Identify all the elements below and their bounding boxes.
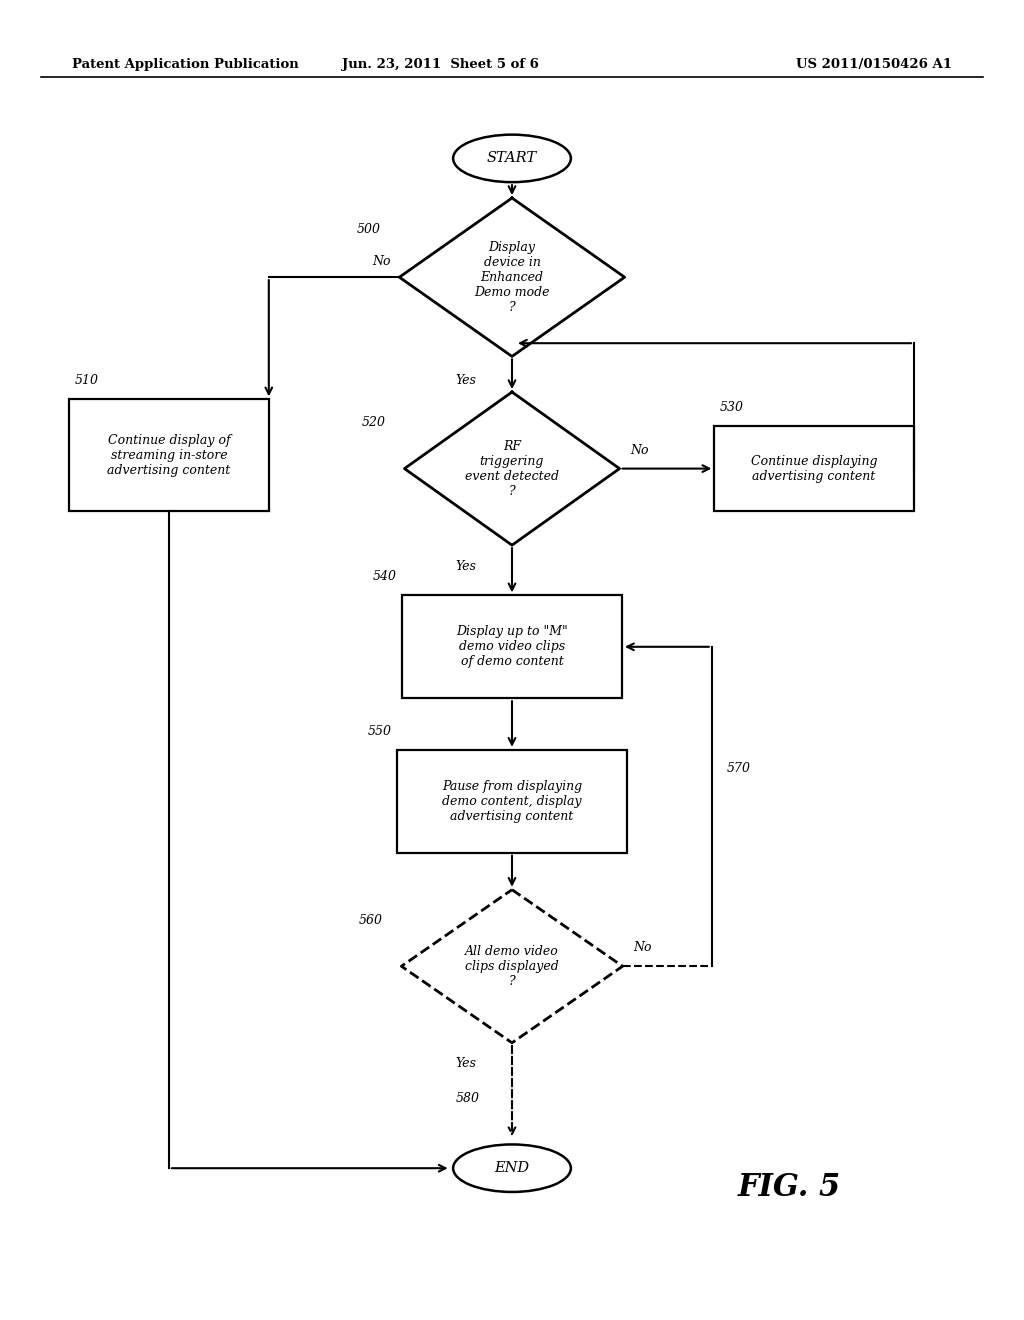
- Text: No: No: [633, 941, 651, 954]
- Text: 500: 500: [357, 223, 381, 236]
- Text: 570: 570: [727, 762, 751, 775]
- Text: Jun. 23, 2011  Sheet 5 of 6: Jun. 23, 2011 Sheet 5 of 6: [342, 58, 539, 71]
- Text: FIG. 5: FIG. 5: [737, 1172, 841, 1204]
- Text: 510: 510: [75, 375, 98, 387]
- Text: Yes: Yes: [456, 560, 476, 573]
- Text: Continue display of
streaming in-store
advertising content: Continue display of streaming in-store a…: [108, 434, 230, 477]
- Text: Yes: Yes: [456, 374, 476, 387]
- Text: 560: 560: [359, 913, 383, 927]
- Text: Yes: Yes: [456, 1057, 476, 1071]
- Text: No: No: [373, 255, 391, 268]
- Text: 520: 520: [362, 416, 386, 429]
- Text: US 2011/0150426 A1: US 2011/0150426 A1: [797, 58, 952, 71]
- Text: 550: 550: [368, 725, 391, 738]
- Text: 540: 540: [373, 570, 397, 583]
- Text: 530: 530: [719, 401, 743, 413]
- Text: No: No: [630, 444, 648, 457]
- Text: 580: 580: [456, 1092, 479, 1105]
- Text: Continue displaying
advertising content: Continue displaying advertising content: [751, 454, 878, 483]
- Text: Display
device in
Enhanced
Demo mode
?: Display device in Enhanced Demo mode ?: [474, 240, 550, 314]
- Text: Display up to "M"
demo video clips
of demo content: Display up to "M" demo video clips of de…: [456, 626, 568, 668]
- Text: Patent Application Publication: Patent Application Publication: [72, 58, 298, 71]
- Text: RF
triggering
event detected
?: RF triggering event detected ?: [465, 440, 559, 498]
- Text: All demo video
clips displayed
?: All demo video clips displayed ?: [465, 945, 559, 987]
- Text: END: END: [495, 1162, 529, 1175]
- Text: Pause from displaying
demo content, display
advertising content: Pause from displaying demo content, disp…: [442, 780, 582, 822]
- Text: START: START: [487, 152, 537, 165]
